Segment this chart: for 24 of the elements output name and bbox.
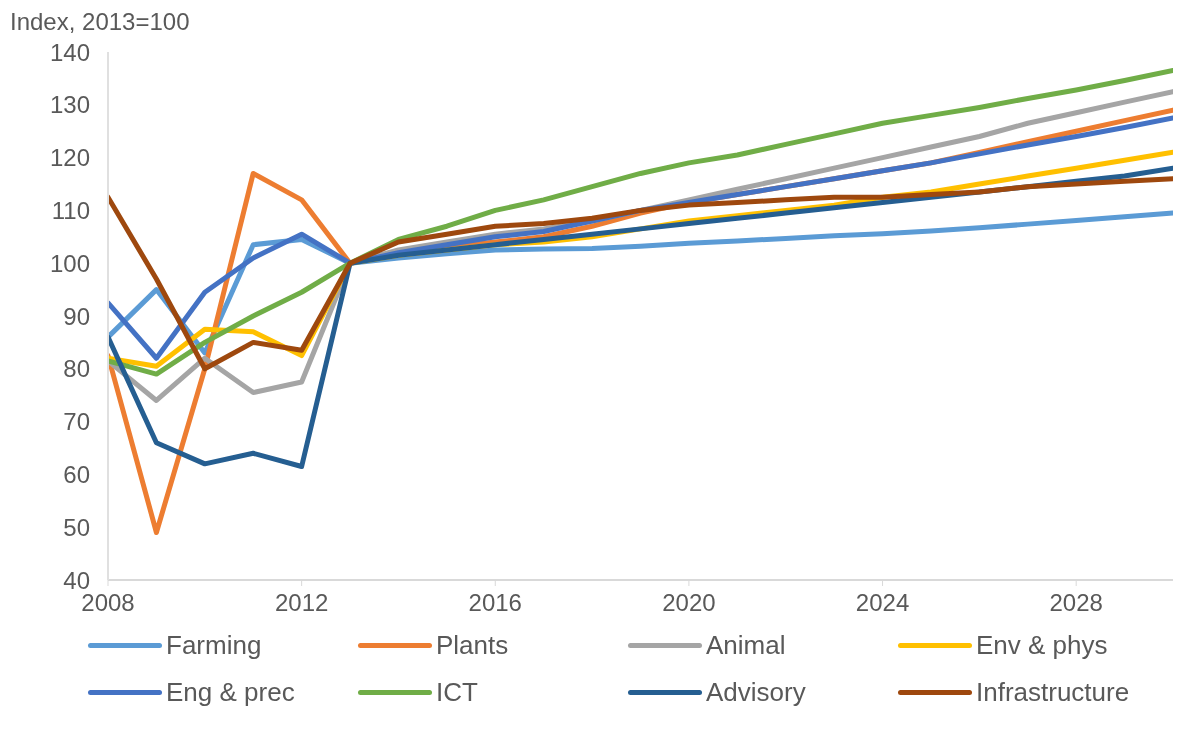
y-tick-label: 120 (49, 144, 90, 172)
y-tick-label: 130 (49, 91, 90, 119)
legend-label: Eng & prec (166, 677, 295, 708)
x-tick-label: 2028 (1049, 589, 1103, 617)
legend-label: Env & phys (976, 630, 1108, 661)
x-tick-label: 2024 (855, 589, 910, 617)
x-tick-label: 2020 (662, 589, 716, 617)
y-tick-label: 110 (51, 196, 90, 224)
y-tick-label: 60 (63, 460, 90, 488)
x-tick-label: 2012 (274, 589, 329, 617)
legend-label: Infrastructure (976, 677, 1130, 708)
y-tick-label: 50 (63, 513, 90, 541)
y-tick-label: 100 (49, 249, 90, 277)
y-axis-title: Index, 2013=100 (10, 8, 191, 36)
x-tick-label: 2016 (468, 589, 522, 617)
y-tick-label: 140 (49, 38, 90, 66)
legend-label: ICT (436, 677, 478, 708)
legend-label: Plants (436, 630, 509, 661)
legend-label: Farming (166, 630, 262, 661)
y-tick-label: 70 (63, 408, 90, 436)
y-tick-label: 90 (63, 302, 90, 330)
legend-label: Advisory (706, 677, 806, 708)
legend-label: Animal (706, 630, 786, 661)
y-tick-label: 80 (63, 355, 90, 383)
